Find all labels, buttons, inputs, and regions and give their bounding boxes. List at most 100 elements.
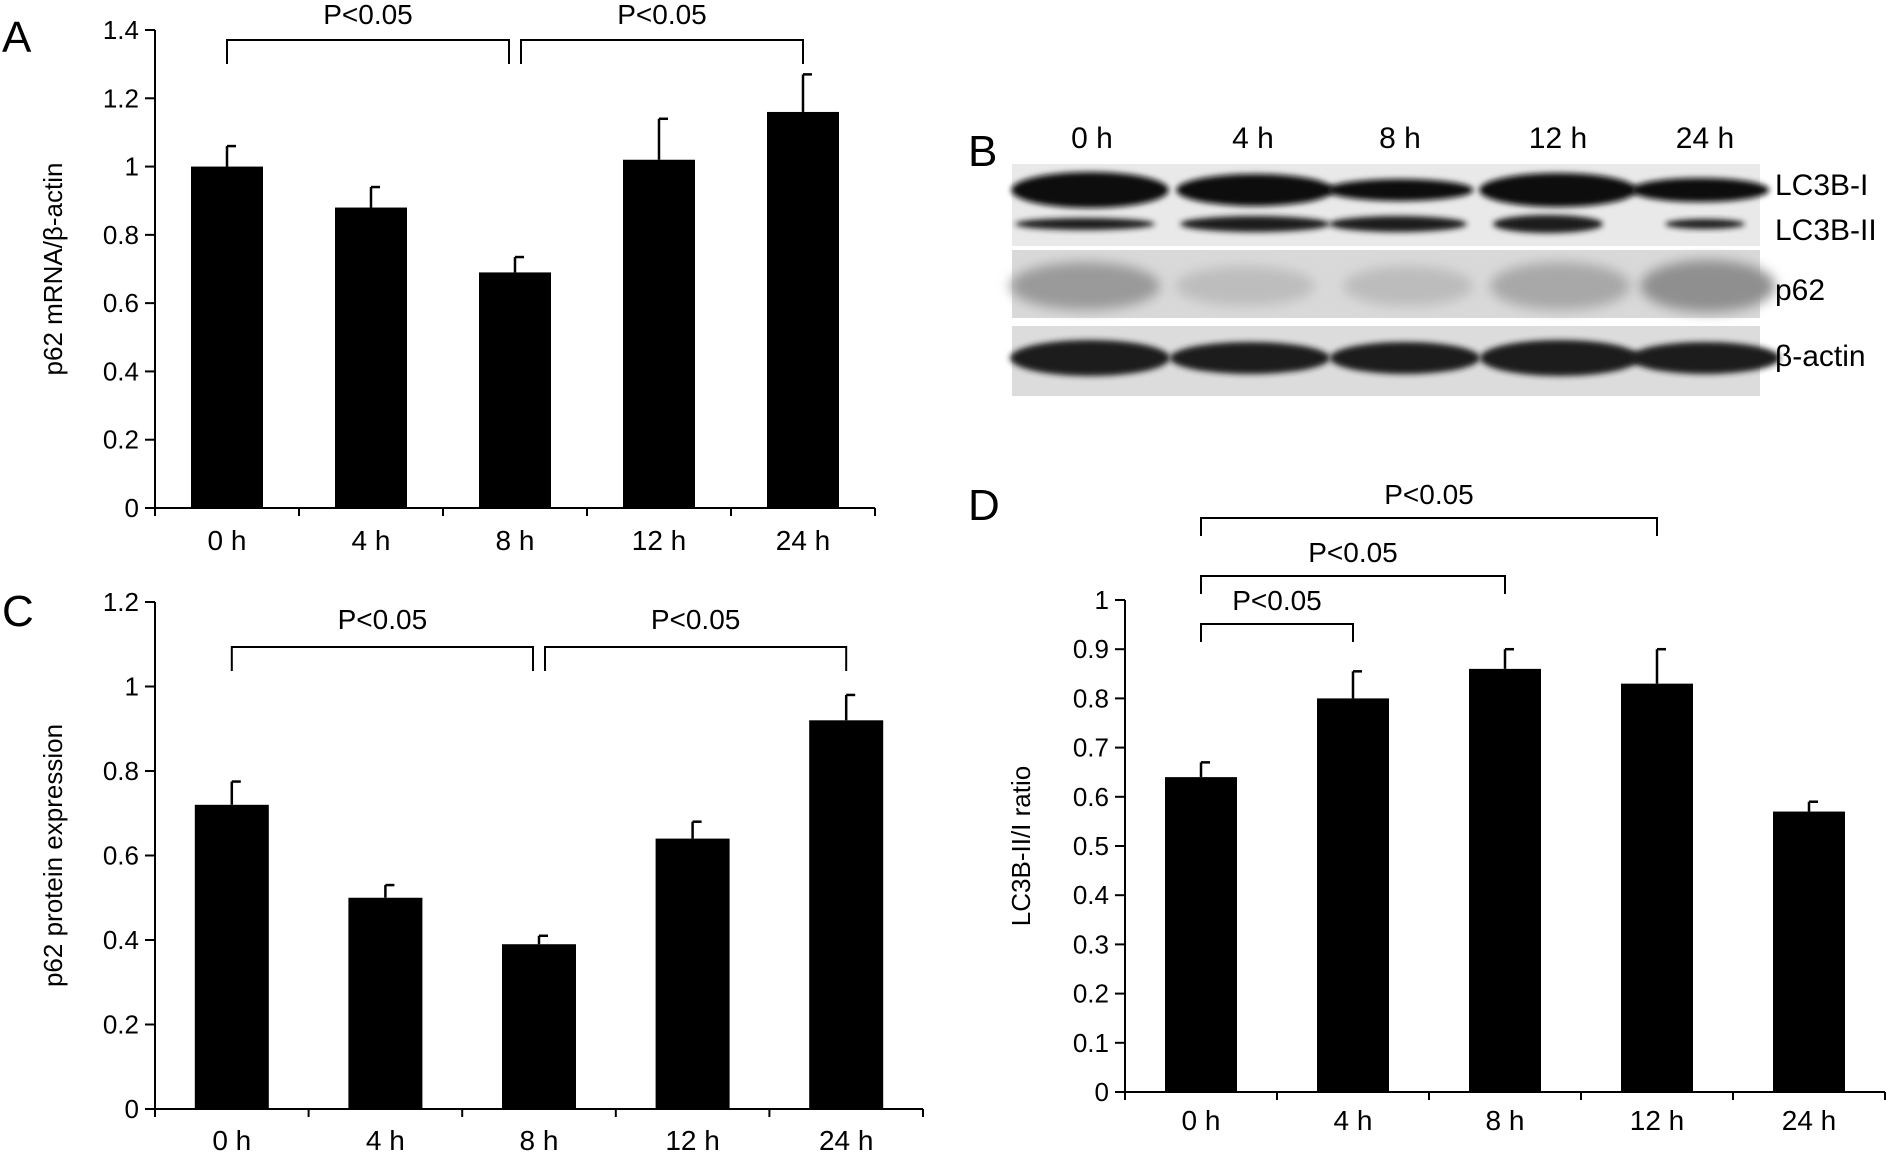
- y-tick-label: 0.8: [103, 220, 139, 250]
- x-tick-label: 8 h: [1486, 1105, 1525, 1136]
- bar: [1317, 698, 1389, 1092]
- bar: [767, 111, 839, 508]
- panel-letter: C: [2, 587, 34, 636]
- blot-lane-label: 12 h: [1529, 122, 1587, 155]
- bar: [1773, 811, 1845, 1092]
- significance-bracket: [230, 646, 534, 671]
- band-lc3b-i: [1326, 179, 1474, 201]
- band-lc3b-i: [1176, 174, 1334, 206]
- y-tick-label: 0.8: [103, 756, 139, 786]
- panel-letter: B: [968, 127, 997, 176]
- band-lc3b-i: [1011, 172, 1169, 208]
- x-tick-label: 4 h: [1334, 1105, 1373, 1136]
- x-tick-label: 0 h: [212, 1125, 251, 1153]
- band-p62: [1010, 262, 1160, 310]
- x-tick-label: 24 h: [819, 1125, 874, 1153]
- panel-letter: D: [968, 481, 1000, 530]
- bar: [502, 944, 576, 1109]
- significance-bracket: [226, 39, 510, 64]
- y-tick-label: 1: [1095, 585, 1109, 615]
- significance-label: P<0.05: [338, 604, 428, 635]
- band-lc3b-ii: [1180, 216, 1330, 232]
- significance-label: P<0.05: [1232, 585, 1322, 616]
- bar: [623, 159, 695, 508]
- y-tick-label: 0: [125, 1094, 139, 1124]
- significance-bracket: [1200, 575, 1506, 594]
- x-tick-label: 24 h: [1782, 1105, 1837, 1136]
- x-tick-label: 12 h: [1630, 1105, 1685, 1136]
- band-lc3b-ii: [1665, 219, 1745, 229]
- panel-d-chart: D 0 0.1 0.2 0.3 0.4 0.5 0.6 0.7 0.8 0.9 1 0 h 4 h 8 h 1…: [968, 479, 1886, 1136]
- panel-a-chart: A 0 0.2 0.4 0.6 0.8 1 1.2 1.4 0 h 4 h 8 h 12 h 24 h p6…: [2, 0, 876, 556]
- blot-lane-label: 0 h: [1071, 122, 1113, 155]
- bar: [1469, 668, 1541, 1092]
- x-tick-label: 0 h: [208, 525, 247, 556]
- y-tick-label: 0.1: [1073, 1028, 1109, 1058]
- blot-row-label: LC3B-II: [1775, 214, 1877, 247]
- panel-c-chart: C 0 0.2 0.4 0.6 0.8 1 1.2 0 h 4 h 8 h 12 h 24 h p62 p…: [2, 587, 924, 1153]
- x-tick-label: 24 h: [776, 525, 831, 556]
- band-p62: [1175, 266, 1315, 306]
- blot-row-label: β-actin: [1775, 340, 1866, 373]
- band-p62: [1490, 262, 1630, 310]
- y-tick-label: 0.7: [1073, 733, 1109, 763]
- x-tick-label: 4 h: [352, 525, 391, 556]
- y-tick-label: 0.5: [1073, 831, 1109, 861]
- y-tick-label: 1: [125, 152, 139, 182]
- y-axis-label: p62 protein expression: [38, 724, 68, 987]
- panel-b-western-blot: B 0 h 4 h 8 h 12 h 24 h LC3B-I LC3B-II p62 β-acti…: [968, 122, 1877, 396]
- blot-lane-label: 8 h: [1379, 122, 1421, 155]
- y-tick-label: 1.2: [103, 587, 139, 617]
- band-beta-actin: [1480, 340, 1640, 376]
- band-beta-actin: [1630, 342, 1780, 374]
- significance-bracket: [520, 39, 804, 64]
- x-tick-label: 8 h: [520, 1125, 559, 1153]
- y-axis-label: p62 mRNA/β-actin: [38, 163, 68, 376]
- x-tick-label: 12 h: [632, 525, 687, 556]
- bar: [1165, 777, 1237, 1092]
- y-tick-label: 0.4: [103, 925, 139, 955]
- y-tick-label: 0.6: [103, 841, 139, 871]
- bar: [348, 897, 423, 1109]
- band-lc3b-i: [1479, 173, 1637, 207]
- y-tick-label: 1: [125, 672, 139, 702]
- band-lc3b-ii: [1329, 216, 1467, 232]
- band-beta-actin: [1330, 342, 1480, 374]
- y-tick-label: 0: [125, 493, 139, 523]
- bar: [655, 838, 730, 1109]
- y-tick-label: 0.6: [103, 288, 139, 318]
- y-tick-label: 1.4: [103, 15, 139, 45]
- band-lc3b-i: [1630, 178, 1770, 202]
- significance-label: P<0.05: [1308, 537, 1398, 568]
- y-tick-label: 0.8: [1073, 683, 1109, 713]
- y-tick-label: 1.2: [103, 83, 139, 113]
- y-tick-label: 0.2: [103, 425, 139, 455]
- band-beta-actin: [1010, 340, 1170, 376]
- significance-label: P<0.05: [651, 604, 741, 635]
- significance-label: P<0.05: [323, 0, 413, 30]
- x-tick-label: 4 h: [366, 1125, 405, 1153]
- bar: [479, 272, 551, 508]
- significance-bracket: [1200, 623, 1354, 642]
- y-tick-label: 0.9: [1073, 634, 1109, 664]
- x-tick-label: 0 h: [1182, 1105, 1221, 1136]
- bar: [194, 804, 269, 1109]
- bar: [191, 166, 263, 509]
- band-beta-actin: [1170, 342, 1330, 374]
- significance-label: P<0.05: [617, 0, 707, 30]
- blot-row-label: p62: [1775, 274, 1825, 307]
- y-tick-label: 0.6: [1073, 782, 1109, 812]
- significance-bracket: [1200, 517, 1658, 536]
- significance-label: P<0.05: [1384, 479, 1474, 510]
- blot-row-label: LC3B-I: [1775, 169, 1868, 202]
- bar: [335, 207, 407, 509]
- y-tick-label: 0: [1095, 1077, 1109, 1107]
- y-tick-label: 0.4: [1073, 880, 1109, 910]
- band-lc3b-ii: [1015, 218, 1155, 230]
- y-tick-label: 0.2: [1073, 979, 1109, 1009]
- band-lc3b-ii: [1493, 215, 1603, 233]
- y-tick-label: 0.2: [103, 1010, 139, 1040]
- bar: [809, 720, 884, 1109]
- significance-bracket: [544, 646, 848, 671]
